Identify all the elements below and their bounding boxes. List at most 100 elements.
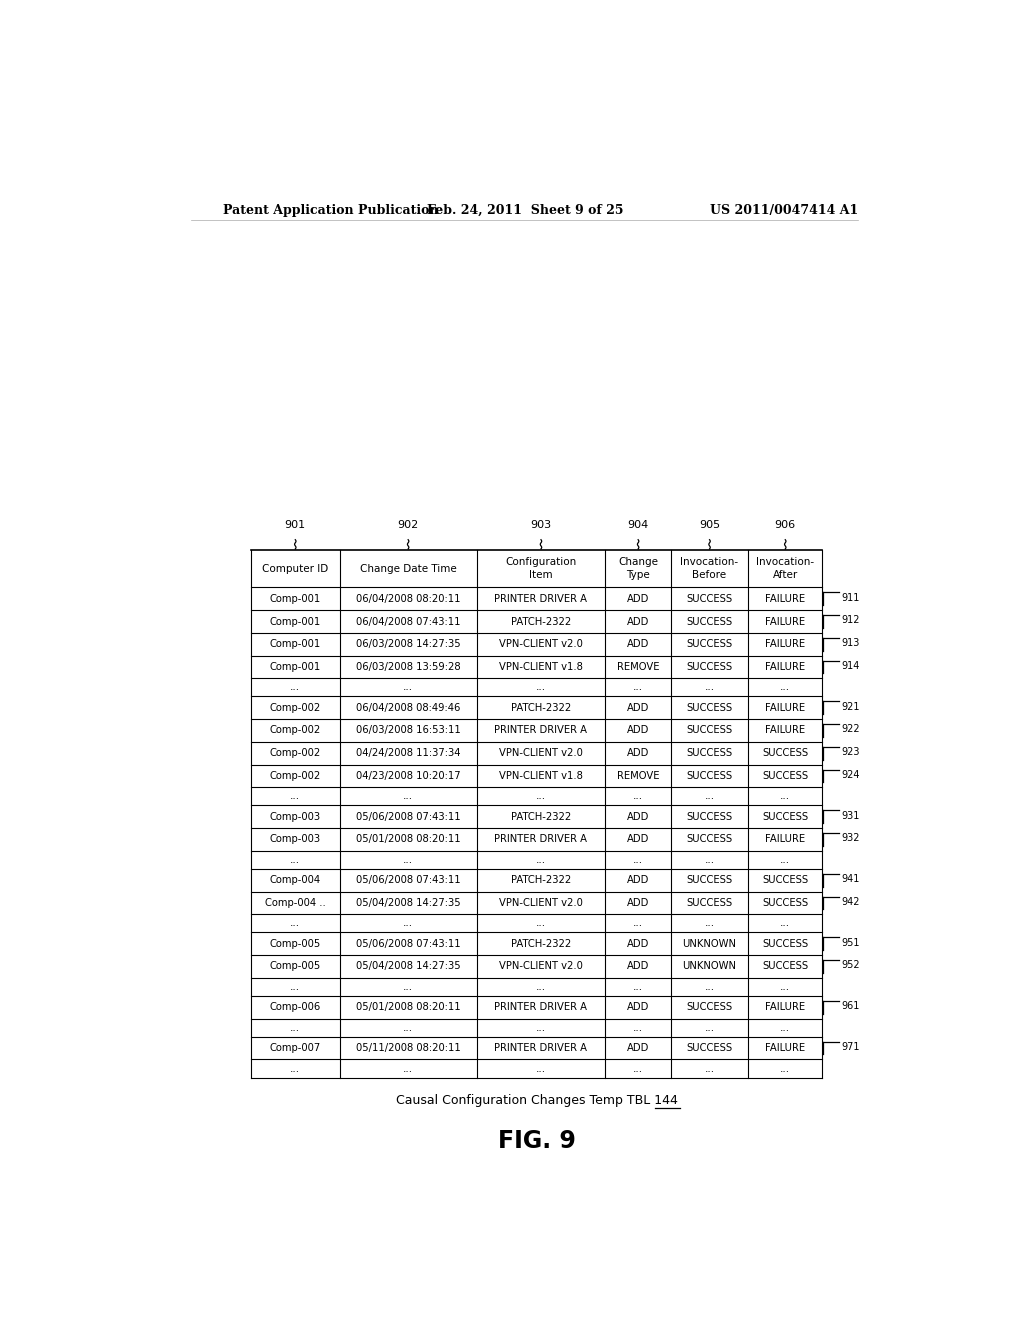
Text: SUCCESS: SUCCESS bbox=[762, 771, 808, 781]
Text: ADD: ADD bbox=[627, 1002, 649, 1012]
Text: Comp-002: Comp-002 bbox=[269, 726, 321, 735]
Text: FAILURE: FAILURE bbox=[765, 702, 805, 713]
Text: PRINTER DRIVER A: PRINTER DRIVER A bbox=[495, 726, 588, 735]
Text: Comp-005: Comp-005 bbox=[269, 961, 321, 972]
Text: Patent Application Publication: Patent Application Publication bbox=[223, 203, 438, 216]
Text: ...: ... bbox=[290, 791, 300, 801]
Text: ...: ... bbox=[780, 919, 791, 928]
Text: ADD: ADD bbox=[627, 639, 649, 649]
Text: PATCH-2322: PATCH-2322 bbox=[511, 875, 571, 886]
Text: 913: 913 bbox=[842, 638, 860, 648]
Text: 951: 951 bbox=[842, 937, 860, 948]
Text: REMOVE: REMOVE bbox=[616, 661, 659, 672]
Text: SUCCESS: SUCCESS bbox=[686, 1043, 732, 1053]
Text: ...: ... bbox=[780, 982, 791, 991]
Text: ...: ... bbox=[403, 855, 414, 865]
Text: ...: ... bbox=[290, 1064, 300, 1073]
Text: 906: 906 bbox=[775, 520, 796, 531]
Text: ...: ... bbox=[633, 791, 643, 801]
Text: ...: ... bbox=[780, 1023, 791, 1032]
Text: ...: ... bbox=[403, 919, 414, 928]
Text: 06/03/2008 16:53:11: 06/03/2008 16:53:11 bbox=[355, 726, 461, 735]
Text: ADD: ADD bbox=[627, 961, 649, 972]
Text: ...: ... bbox=[633, 1064, 643, 1073]
Text: Comp-001: Comp-001 bbox=[269, 639, 321, 649]
Text: ADD: ADD bbox=[627, 939, 649, 949]
Text: ADD: ADD bbox=[627, 1043, 649, 1053]
Text: SUCCESS: SUCCESS bbox=[686, 616, 732, 627]
Text: Invocation-
Before: Invocation- Before bbox=[681, 557, 738, 579]
Text: ...: ... bbox=[403, 791, 414, 801]
Text: FAILURE: FAILURE bbox=[765, 726, 805, 735]
Text: ...: ... bbox=[290, 1023, 300, 1032]
Text: SUCCESS: SUCCESS bbox=[686, 771, 732, 781]
Text: 903: 903 bbox=[530, 520, 552, 531]
Text: 942: 942 bbox=[842, 896, 860, 907]
Text: 06/04/2008 08:49:46: 06/04/2008 08:49:46 bbox=[356, 702, 461, 713]
Text: Comp-007: Comp-007 bbox=[269, 1043, 321, 1053]
Text: FAILURE: FAILURE bbox=[765, 639, 805, 649]
Text: ...: ... bbox=[633, 982, 643, 991]
Text: ...: ... bbox=[536, 1064, 546, 1073]
Text: FAILURE: FAILURE bbox=[765, 661, 805, 672]
Text: 904: 904 bbox=[628, 520, 649, 531]
Text: Comp-003: Comp-003 bbox=[269, 834, 321, 845]
Text: Comp-002: Comp-002 bbox=[269, 771, 321, 781]
Text: ...: ... bbox=[780, 791, 791, 801]
Text: ...: ... bbox=[705, 855, 715, 865]
Text: ADD: ADD bbox=[627, 898, 649, 908]
Text: ADD: ADD bbox=[627, 702, 649, 713]
Text: 06/04/2008 07:43:11: 06/04/2008 07:43:11 bbox=[356, 616, 461, 627]
Text: ...: ... bbox=[633, 1023, 643, 1032]
Text: SUCCESS: SUCCESS bbox=[762, 748, 808, 758]
Text: 914: 914 bbox=[842, 661, 860, 671]
Text: FAILURE: FAILURE bbox=[765, 834, 805, 845]
Text: ...: ... bbox=[705, 1023, 715, 1032]
Text: 912: 912 bbox=[842, 615, 860, 626]
Text: SUCCESS: SUCCESS bbox=[686, 748, 732, 758]
Text: ...: ... bbox=[403, 982, 414, 991]
Text: SUCCESS: SUCCESS bbox=[686, 1002, 732, 1012]
Text: Comp-004 ..: Comp-004 .. bbox=[265, 898, 326, 908]
Text: FAILURE: FAILURE bbox=[765, 1043, 805, 1053]
Text: Comp-002: Comp-002 bbox=[269, 702, 321, 713]
Text: ...: ... bbox=[705, 1064, 715, 1073]
Text: PRINTER DRIVER A: PRINTER DRIVER A bbox=[495, 594, 588, 603]
Text: VPN-CLIENT v1.8: VPN-CLIENT v1.8 bbox=[499, 661, 583, 672]
Text: FAILURE: FAILURE bbox=[765, 616, 805, 627]
Text: PATCH-2322: PATCH-2322 bbox=[511, 939, 571, 949]
Text: 961: 961 bbox=[842, 1001, 860, 1011]
Text: 05/04/2008 14:27:35: 05/04/2008 14:27:35 bbox=[355, 898, 461, 908]
Text: 923: 923 bbox=[842, 747, 860, 758]
Text: Comp-005: Comp-005 bbox=[269, 939, 321, 949]
Text: ...: ... bbox=[403, 682, 414, 693]
Text: 922: 922 bbox=[842, 725, 860, 734]
Text: ...: ... bbox=[705, 919, 715, 928]
Text: ...: ... bbox=[705, 682, 715, 693]
Text: ...: ... bbox=[705, 982, 715, 991]
Text: 932: 932 bbox=[842, 833, 860, 843]
Text: ...: ... bbox=[536, 791, 546, 801]
Text: 902: 902 bbox=[397, 520, 419, 531]
Text: VPN-CLIENT v2.0: VPN-CLIENT v2.0 bbox=[499, 639, 583, 649]
Text: PRINTER DRIVER A: PRINTER DRIVER A bbox=[495, 1002, 588, 1012]
Text: Configuration
Item: Configuration Item bbox=[506, 557, 577, 579]
Text: 941: 941 bbox=[842, 874, 860, 884]
Text: 905: 905 bbox=[699, 520, 720, 531]
Text: SUCCESS: SUCCESS bbox=[686, 594, 732, 603]
Text: SUCCESS: SUCCESS bbox=[686, 726, 732, 735]
Text: ...: ... bbox=[780, 682, 791, 693]
Text: Change Date Time: Change Date Time bbox=[359, 564, 457, 574]
Text: ADD: ADD bbox=[627, 748, 649, 758]
Text: 04/23/2008 10:20:17: 04/23/2008 10:20:17 bbox=[355, 771, 461, 781]
Text: 06/03/2008 13:59:28: 06/03/2008 13:59:28 bbox=[355, 661, 461, 672]
Text: Invocation-
After: Invocation- After bbox=[756, 557, 814, 579]
Text: VPN-CLIENT v2.0: VPN-CLIENT v2.0 bbox=[499, 898, 583, 908]
Text: ADD: ADD bbox=[627, 726, 649, 735]
Text: ...: ... bbox=[536, 682, 546, 693]
Text: ADD: ADD bbox=[627, 616, 649, 627]
Text: SUCCESS: SUCCESS bbox=[762, 961, 808, 972]
Text: FAILURE: FAILURE bbox=[765, 594, 805, 603]
Text: 911: 911 bbox=[842, 593, 860, 603]
Text: VPN-CLIENT v2.0: VPN-CLIENT v2.0 bbox=[499, 961, 583, 972]
